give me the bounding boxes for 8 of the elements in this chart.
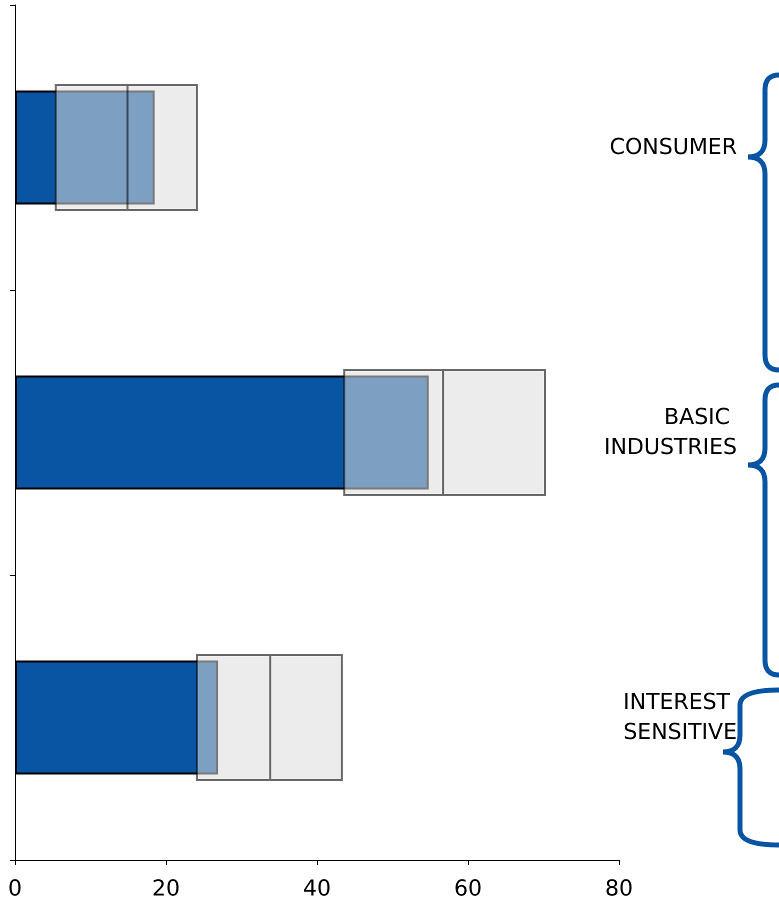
x-tick-label: 60 [454,876,482,902]
x-tick-label: 80 [605,876,633,902]
y-tick-label: INTEREST SENSITIVE [623,690,737,745]
y-tick-label: BASIC INDUSTRIES [604,405,737,460]
x-tick-label: 20 [152,876,180,902]
x-tick-label: 0 [8,876,22,902]
y-tick-label: CONSUMER [610,135,737,160]
x-tick-label: 40 [303,876,331,902]
